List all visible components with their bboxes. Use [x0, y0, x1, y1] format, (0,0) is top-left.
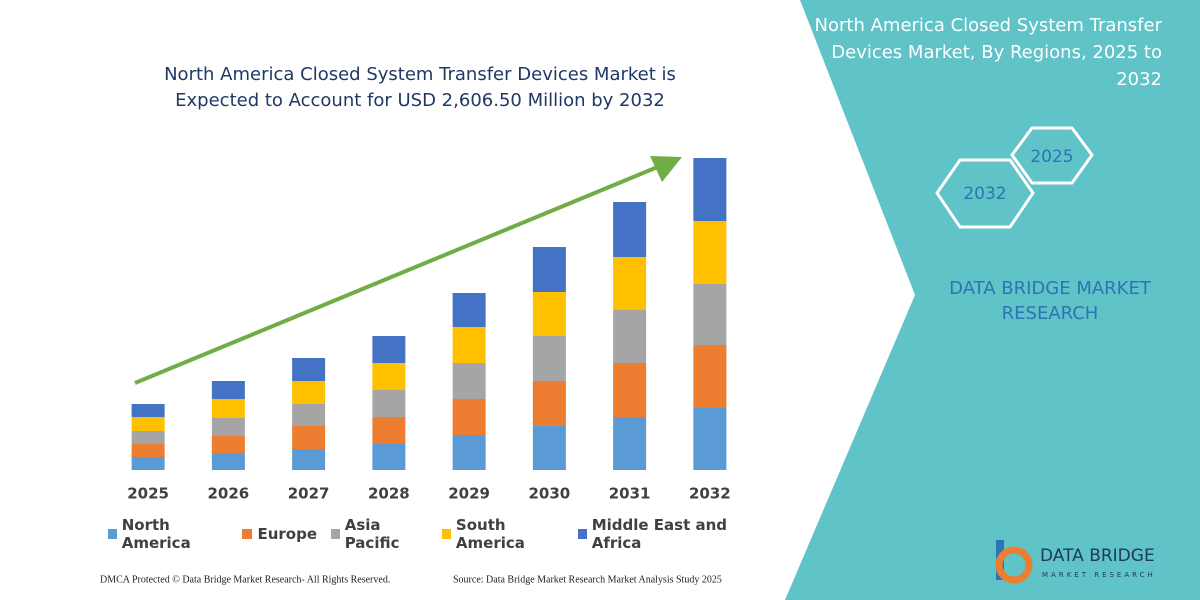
bar-segment: [211, 453, 245, 470]
bar-segment: [532, 247, 566, 292]
x-tick-label: 2030: [529, 485, 571, 503]
legend-item: Asia Pacific: [331, 516, 428, 552]
bar-segment: [452, 327, 486, 363]
bar-segment: [452, 293, 486, 327]
bar-segment: [693, 345, 727, 408]
bar-segment: [292, 381, 326, 404]
bar-segment: [452, 399, 486, 435]
bar-segment: [211, 381, 245, 399]
x-tick-label: 2027: [288, 485, 330, 503]
logo-ring: [995, 546, 1033, 584]
bar-segment: [452, 435, 486, 470]
legend-swatch: [331, 529, 340, 539]
bar-segment: [131, 444, 165, 457]
bar-segment: [532, 292, 566, 336]
x-tick-label: 2032: [689, 485, 731, 503]
logo-tagline: MARKET RESEARCH: [1042, 571, 1156, 579]
x-tick-label: 2026: [208, 485, 250, 503]
bar-segment: [372, 336, 406, 363]
x-tick-label: 2028: [368, 485, 410, 503]
legend-item: South America: [442, 516, 564, 552]
bar-segment: [693, 158, 727, 221]
logo-name: DATA BRIDGE: [1040, 546, 1155, 566]
bar-segment: [613, 363, 647, 417]
logo: DATA BRIDGE MARKET RESEARCH: [995, 540, 1156, 584]
legend-label: South America: [455, 516, 525, 552]
bar-segment: [292, 426, 326, 449]
bar-segment: [372, 417, 406, 444]
chart-title: North America Closed System Transfer Dev…: [164, 64, 676, 111]
bar-segment: [292, 449, 326, 470]
trend-arrowhead: [650, 156, 682, 182]
bar-segment: [532, 381, 566, 426]
bar-segment: [211, 399, 245, 418]
legend-label: North America: [121, 516, 191, 552]
bar-segment: [452, 363, 486, 399]
footer-right: Source: Data Bridge Market Research Mark…: [453, 574, 722, 585]
bar-segment: [613, 202, 647, 257]
legend-swatch: [442, 529, 451, 539]
legend-item: North America: [108, 516, 228, 552]
brand: DATA BRIDGE MARKET RESEARCH: [949, 278, 1151, 324]
x-tick-label: 2029: [448, 485, 490, 503]
bar-segment: [131, 431, 165, 444]
bar-segment: [292, 404, 326, 426]
bar-segment: [532, 336, 566, 381]
bar-segment: [613, 310, 647, 363]
bar-segment: [693, 284, 727, 345]
legend-swatch: [577, 529, 587, 539]
legend-swatch: [242, 529, 253, 539]
legend-swatch: [108, 529, 117, 539]
legend: North America Europe Asia Pacific South Ame…: [108, 516, 758, 552]
legend-label: Asia Pacific: [344, 516, 400, 552]
panel-bg: [785, 0, 1200, 600]
x-tick-label: 2031: [609, 485, 651, 503]
hexagon: [935, 158, 1035, 229]
legend-label: Middle East and Africa: [591, 516, 728, 552]
bar-segment: [613, 257, 647, 310]
legend-item: Middle East and Africa: [577, 516, 758, 552]
bar-segment: [131, 457, 165, 470]
panel-title: North America Closed System Transfer Dev…: [814, 15, 1162, 90]
bar-segment: [693, 408, 727, 470]
bar-segment: [372, 390, 406, 417]
bar-segment: [292, 358, 326, 381]
bar-segment: [372, 444, 406, 470]
hexagon: [1010, 126, 1094, 185]
hex-label: 2032: [963, 184, 1006, 204]
trend-arrow: [134, 164, 661, 385]
bar-segment: [693, 221, 727, 284]
x-tick-label: 2025: [127, 485, 169, 503]
legend-item: Europe: [242, 516, 317, 552]
bar-segment: [372, 363, 406, 390]
hex-label: 2025: [1030, 147, 1073, 167]
bar-segment: [211, 418, 245, 436]
bar-segment: [131, 404, 165, 417]
bar-segment: [613, 417, 647, 470]
bar-segment: [532, 426, 566, 470]
footer-left: DMCA Protected © Data Bridge Market Rese…: [100, 574, 390, 585]
bar-segment: [131, 417, 165, 431]
legend-label: Europe: [257, 525, 317, 543]
bar-segment: [211, 436, 245, 453]
